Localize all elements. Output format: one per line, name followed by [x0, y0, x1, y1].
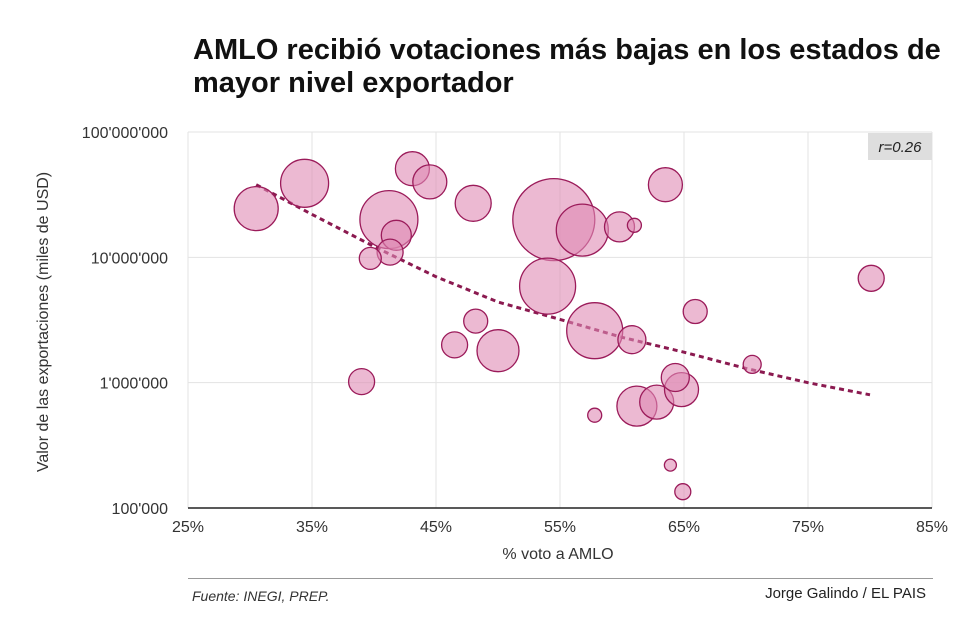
y-axis-title: Valor de las exportaciones (miles de USD… — [35, 172, 52, 472]
y-tick-label: 100'000 — [112, 501, 169, 518]
x-tick-label: 55% — [544, 519, 576, 536]
data-bubble — [463, 308, 489, 334]
axes: 25% 35% 45% 55% 65% 75% 85% 100'000 1'000'000 10'… — [35, 125, 948, 563]
x-tick-label: 65% — [668, 519, 700, 536]
data-bubble — [663, 458, 678, 472]
correlation-label: r=0.26 — [879, 139, 923, 156]
y-tick-label: 100'000'000 — [82, 125, 168, 142]
chart-title: AMLO recibió votaciones más bajas en los… — [193, 34, 941, 99]
author-credit: Jorge Galindo / EL PAIS — [765, 585, 926, 602]
data-bubble — [660, 362, 690, 393]
x-tick-label: 45% — [420, 519, 452, 536]
y-tick-label: 1'000'000 — [100, 376, 169, 393]
bubbles-layer — [233, 151, 885, 501]
trendline — [255, 183, 871, 397]
data-bubble — [857, 264, 885, 292]
data-bubble — [626, 217, 643, 233]
data-bubble — [617, 325, 647, 355]
data-bubble — [647, 167, 684, 203]
source-note: Fuente: INEGI, PREP. — [192, 588, 330, 604]
data-bubble — [347, 367, 376, 396]
data-bubble — [440, 331, 469, 359]
data-bubble — [682, 298, 708, 325]
x-tick-label: 25% — [172, 519, 204, 536]
data-bubble — [518, 257, 577, 315]
data-bubble — [476, 329, 520, 373]
data-bubble — [566, 302, 624, 360]
correlation-box: r=0.26 — [868, 133, 932, 160]
data-bubble — [412, 164, 448, 200]
data-bubble — [587, 407, 603, 423]
data-bubble — [555, 203, 609, 257]
footer-divider — [188, 578, 933, 579]
data-bubble — [279, 158, 330, 208]
x-tick-label: 85% — [916, 519, 948, 536]
correlation-box-bg — [868, 133, 932, 160]
y-tick-label: 10'000'000 — [91, 250, 168, 267]
data-bubble — [233, 185, 279, 232]
x-tick-label: 75% — [792, 519, 824, 536]
data-bubble — [674, 483, 692, 501]
data-bubble — [742, 354, 762, 375]
data-bubble — [454, 184, 492, 222]
x-tick-label: 35% — [296, 519, 328, 536]
data-bubble — [358, 246, 382, 271]
trendline-layer — [255, 183, 871, 397]
x-axis-title: % voto a AMLO — [502, 546, 613, 563]
